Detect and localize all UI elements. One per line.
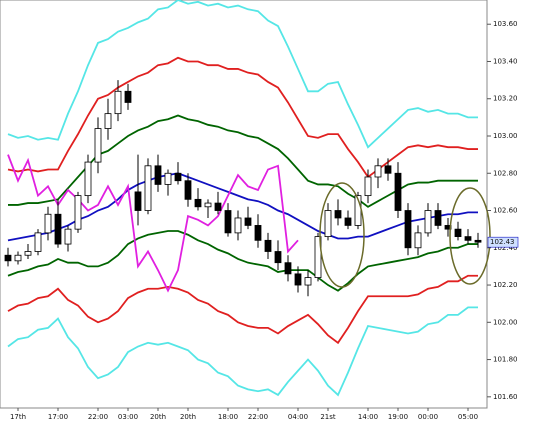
y-tick-label: 103.40 xyxy=(493,57,518,65)
y-tick-label: 102.00 xyxy=(493,318,518,326)
candle-body xyxy=(324,210,332,238)
candle-body xyxy=(154,165,162,185)
candle-body xyxy=(4,254,12,262)
candle-body xyxy=(204,202,212,208)
candle-body xyxy=(414,232,422,249)
x-tick-label: 18:00 xyxy=(218,413,238,421)
candle-body xyxy=(294,273,302,286)
candle-body xyxy=(404,210,412,249)
candle-body xyxy=(104,113,112,129)
candle-body xyxy=(234,217,242,234)
candle-body xyxy=(94,128,102,163)
candle-body xyxy=(244,217,252,226)
x-tick-label: 22:00 xyxy=(248,413,268,421)
y-tick-label: 102.80 xyxy=(493,169,518,177)
candle-body xyxy=(474,239,482,243)
x-tick-label: 20th xyxy=(150,413,166,421)
candle-body xyxy=(134,191,142,211)
candle-body xyxy=(54,213,62,245)
candle-body xyxy=(194,198,202,208)
candle-body xyxy=(24,251,32,256)
x-tick-label: 19:00 xyxy=(388,413,408,421)
indicator-line xyxy=(7,306,478,397)
candle-body xyxy=(114,90,122,115)
candle-body xyxy=(344,217,352,226)
y-tick-label: 103.00 xyxy=(493,132,518,140)
indicator-line xyxy=(7,172,478,242)
current-price-label: 102.43 xyxy=(490,238,515,246)
indicator-line xyxy=(7,230,478,292)
highlight-ellipse xyxy=(319,182,365,288)
x-tick-label: 20th xyxy=(180,413,196,421)
candle-body xyxy=(44,213,52,234)
candle-body xyxy=(434,210,442,226)
candle-body xyxy=(214,202,222,211)
x-tick-label: 17:00 xyxy=(48,413,68,421)
candle-body xyxy=(124,90,132,103)
candle-body xyxy=(334,210,342,219)
x-tick-label: 05:00 xyxy=(458,413,478,421)
x-tick-label: 04:00 xyxy=(288,413,308,421)
y-tick-label: 103.20 xyxy=(493,95,518,103)
candle-body xyxy=(394,172,402,211)
x-tick-label: 14:00 xyxy=(358,413,378,421)
candle-body xyxy=(224,210,232,234)
y-tick-label: 102.60 xyxy=(493,207,518,215)
candle-body xyxy=(164,172,172,185)
highlight-ellipse xyxy=(449,187,491,285)
candle-body xyxy=(254,225,262,241)
candle-body xyxy=(14,254,22,262)
indicator-line xyxy=(7,274,478,345)
candle-body xyxy=(464,236,472,241)
plot-area xyxy=(0,0,488,409)
candle-body xyxy=(364,176,372,197)
x-tick-label: 22:00 xyxy=(88,413,108,421)
y-tick-label: 101.60 xyxy=(493,393,518,401)
candle-body xyxy=(304,277,312,286)
current-price-box xyxy=(487,236,519,248)
indicator-line xyxy=(7,56,478,179)
candle-body xyxy=(144,165,152,211)
candle-body xyxy=(314,236,322,278)
candle-body xyxy=(384,165,392,174)
candle-body xyxy=(84,161,92,197)
x-tick-label: 21st xyxy=(320,413,336,421)
indicator-line xyxy=(7,0,478,149)
candle-body xyxy=(184,180,192,200)
plot xyxy=(4,0,482,397)
x-tick-label: 03:00 xyxy=(118,413,138,421)
candle-body xyxy=(374,165,382,178)
candle-body xyxy=(74,195,82,230)
candle-body xyxy=(264,239,272,252)
candle-body xyxy=(34,232,42,252)
candle-body xyxy=(454,228,462,238)
y-tick-label: 102.40 xyxy=(493,244,518,252)
candle-body xyxy=(424,210,432,234)
x-tick-label: 00:00 xyxy=(418,413,438,421)
y-tick-label: 103.60 xyxy=(493,20,518,28)
indicator-line xyxy=(7,154,299,293)
candle-body xyxy=(284,262,292,275)
candle-body xyxy=(64,228,72,245)
y-tick-label: 102.20 xyxy=(493,281,518,289)
candle-body xyxy=(174,172,182,182)
candle-body xyxy=(274,251,282,264)
x-tick-label: 17th xyxy=(10,413,26,421)
y-tick-label: 101.80 xyxy=(493,356,518,364)
